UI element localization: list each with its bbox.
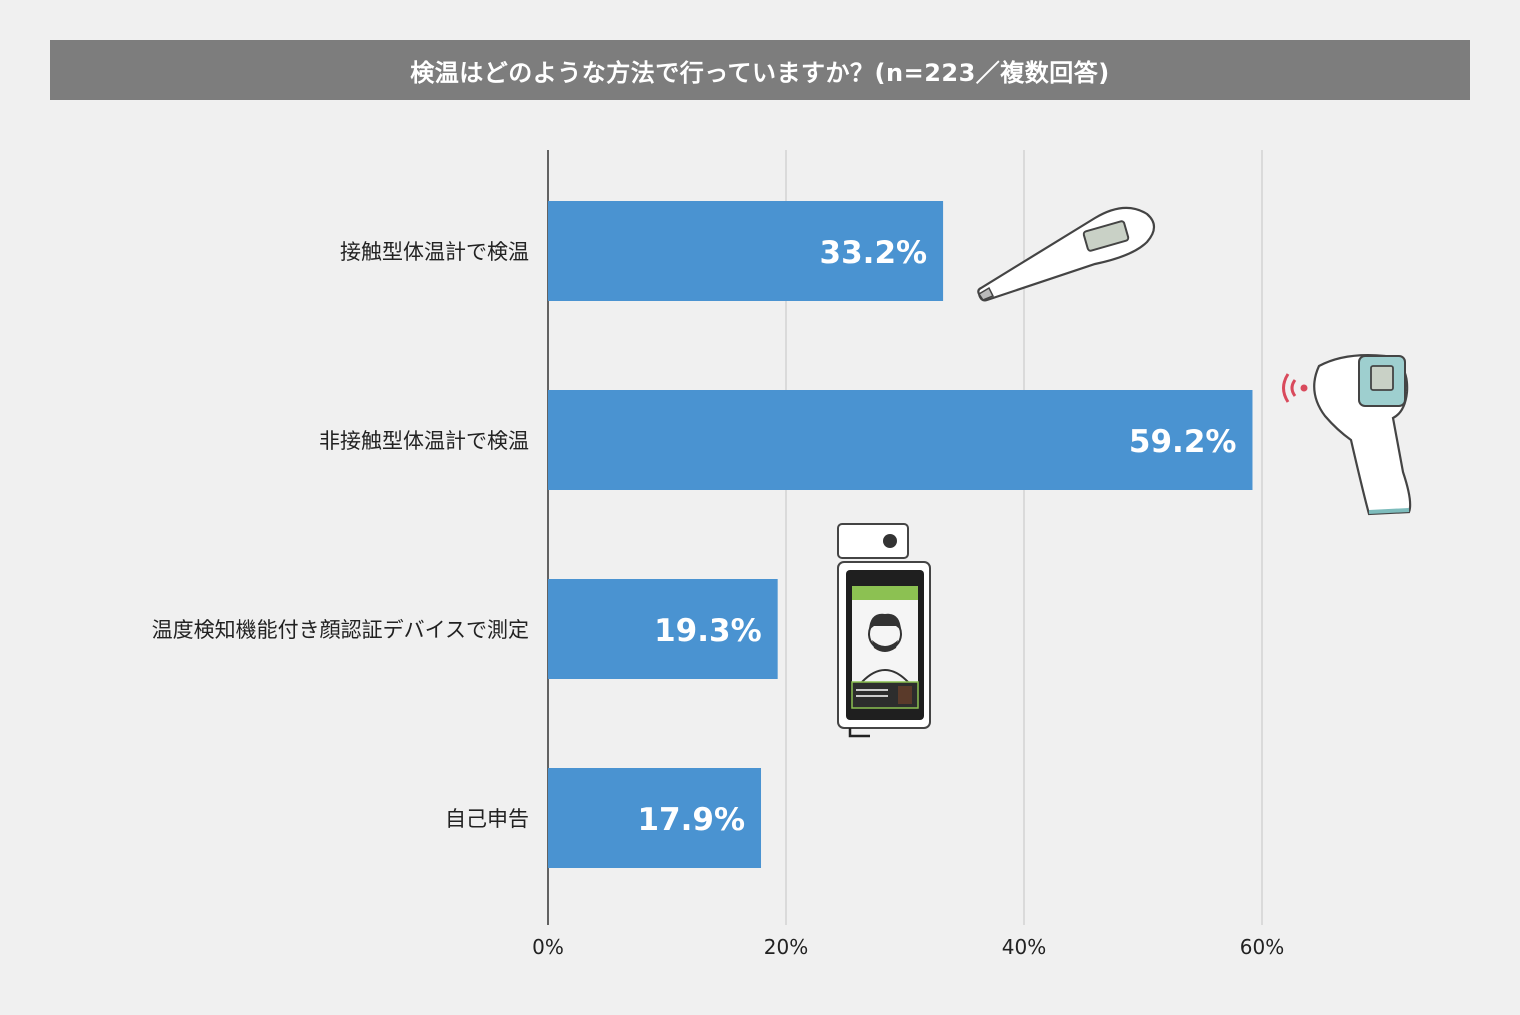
bar xyxy=(548,579,778,679)
data-label: 17.9% xyxy=(637,802,745,838)
category-label: 接触型体温計で検温 xyxy=(340,240,529,264)
x-tick-label: 60% xyxy=(1240,935,1284,959)
category-label: 温度検知機能付き顔認証デバイスで測定 xyxy=(152,618,529,642)
chart-title: 検温はどのような方法で行っていますか？(n=223／複数回答) xyxy=(50,40,1470,100)
bar xyxy=(548,201,944,301)
thermometer-icon xyxy=(977,206,1156,302)
bar xyxy=(548,390,1253,490)
face-recognition-device-icon xyxy=(837,523,931,738)
category-label: 非接触型体温計で検温 xyxy=(319,429,529,453)
x-tick-label: 0% xyxy=(532,935,564,959)
data-label: 19.3% xyxy=(654,613,762,649)
bar xyxy=(548,768,762,868)
x-tick-label: 40% xyxy=(1002,935,1046,959)
category-label: 自己申告 xyxy=(445,807,529,831)
infrared-thermometer-icon xyxy=(1282,354,1412,516)
data-label: 59.2% xyxy=(1129,424,1237,460)
x-tick-label: 20% xyxy=(764,935,808,959)
data-label: 33.2% xyxy=(820,235,928,271)
